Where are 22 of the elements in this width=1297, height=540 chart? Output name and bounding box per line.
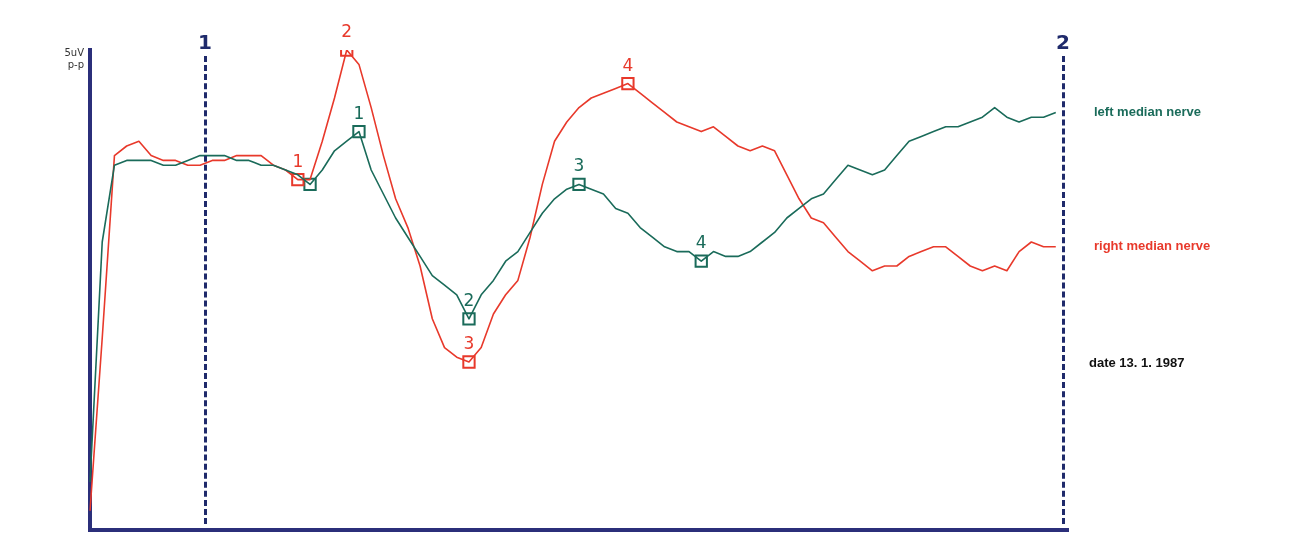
point: [462, 312, 476, 326]
point: [621, 76, 635, 91]
series-label: 4: [622, 54, 634, 75]
point: [462, 355, 476, 369]
point: [291, 172, 305, 187]
series-label: 3: [573, 155, 585, 176]
series-label: 2: [341, 20, 353, 41]
series-label: 1: [353, 102, 365, 123]
series-label: 2: [463, 289, 475, 310]
series-label: 3: [463, 332, 475, 353]
annotation: 1: [198, 30, 212, 54]
series-label: 4: [695, 232, 707, 253]
point: [352, 124, 366, 139]
point: [303, 177, 317, 192]
text: right median nerve: [1094, 238, 1211, 254]
point: [694, 254, 708, 268]
text: left median nerve: [1094, 103, 1201, 119]
point: [572, 177, 586, 192]
text: date 13. 1. 1987: [1089, 355, 1185, 370]
annotation: 2: [1056, 30, 1070, 54]
y-axis-title: 5uV p-p: [64, 46, 85, 70]
series-label: 1: [292, 150, 304, 171]
